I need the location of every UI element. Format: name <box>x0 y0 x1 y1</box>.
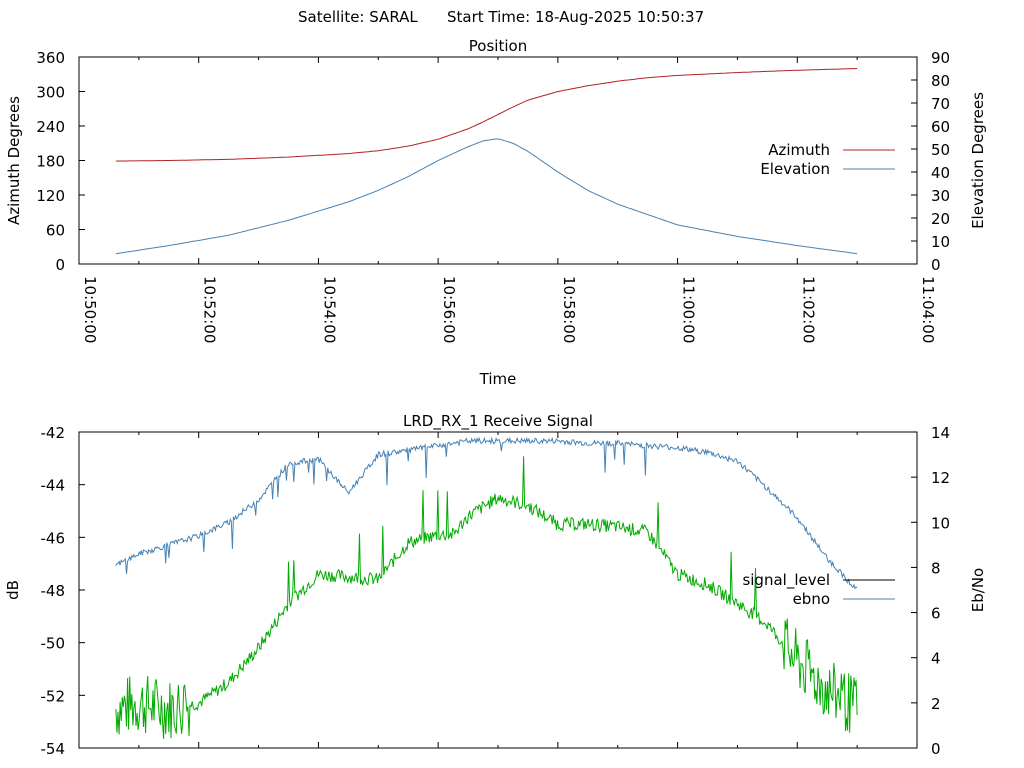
y2-tick-label: 20 <box>931 210 950 228</box>
y2-tick-label: 50 <box>931 141 950 159</box>
y2-axis-label: Eb/No <box>969 568 987 612</box>
y-tick-label: -42 <box>41 424 66 442</box>
chart-title: LRD_RX_1 Receive Signal <box>403 412 593 431</box>
y2-tick-label: 14 <box>931 424 950 442</box>
y-tick-label: 360 <box>36 49 65 67</box>
elevation-line <box>115 138 858 255</box>
legend-label: Elevation <box>760 160 830 178</box>
y-tick-label: -44 <box>41 477 66 495</box>
legend-label: signal_level <box>742 571 830 590</box>
receive-signal-chart: LRD_RX_1 Receive Signal -42 -44 -46 -48 -50 -5… <box>4 412 987 758</box>
y-axis-label: Azimuth Degrees <box>5 96 23 225</box>
y2-tick-label: 60 <box>931 118 950 136</box>
chart-title: Position <box>469 37 527 55</box>
y2-tick-label: 4 <box>931 650 941 668</box>
y2-tick-label: 0 <box>931 256 941 274</box>
y2-tick-label: 6 <box>931 605 941 623</box>
y-tick-label: -54 <box>41 740 66 758</box>
legend-label: ebno <box>793 590 830 608</box>
y2-axis-label: Elevation Degrees <box>969 92 987 229</box>
y-tick-label: -46 <box>41 529 66 547</box>
y2-tick-label: 90 <box>931 49 950 67</box>
y2-tick-label: 12 <box>931 469 950 487</box>
azimuth-line <box>115 68 858 162</box>
ebno-line <box>115 436 858 590</box>
y-tick-label: -52 <box>41 687 66 705</box>
y2-tick-label: 30 <box>931 187 950 205</box>
y2-tick-label: 10 <box>931 514 950 532</box>
position-chart: Position 0 60 120 180 240 300 360 0 10 20 30 40 50 60 7… <box>5 37 987 388</box>
y-tick-label: 0 <box>55 256 65 274</box>
x-tick-label: 11:02:00 <box>799 276 817 343</box>
y2-tick-label: 10 <box>931 233 950 251</box>
plot-frame <box>78 431 918 749</box>
y-axis-label: dB <box>4 580 22 600</box>
y-tick-label: 180 <box>36 153 65 171</box>
start-time-label: Start Time: 18-Aug-2025 10:50:37 <box>447 8 704 26</box>
x-tick-label: 11:00:00 <box>680 276 698 343</box>
x-tick-label: 11:04:00 <box>919 276 937 343</box>
satellite-label: Satellite: SARAL <box>298 8 418 26</box>
x-tick-label: 10:52:00 <box>201 276 219 343</box>
y-tick-label: 120 <box>36 187 65 205</box>
y-tick-label: 240 <box>36 118 65 136</box>
y-tick-label: -48 <box>41 582 66 600</box>
y-tick-label: -50 <box>41 635 66 653</box>
y2-tick-label: 2 <box>931 695 941 713</box>
y2-tick-label: 40 <box>931 164 950 182</box>
x-tick-label: 10:50:00 <box>81 276 99 343</box>
y2-tick-label: 80 <box>931 72 950 90</box>
y2-tick-label: 8 <box>931 559 941 577</box>
x-tick-label: 10:54:00 <box>320 276 338 343</box>
x-tick-label: 10:56:00 <box>440 276 458 343</box>
y-tick-label: 300 <box>36 84 65 102</box>
signal-level-line <box>115 456 858 739</box>
x-axis-label: Time <box>479 370 517 388</box>
y-tick-label: 60 <box>46 222 65 240</box>
y2-tick-label: 70 <box>931 95 950 113</box>
y2-tick-label: 0 <box>931 740 941 758</box>
legend-label: Azimuth <box>768 141 830 159</box>
x-tick-label: 10:58:00 <box>560 276 578 343</box>
